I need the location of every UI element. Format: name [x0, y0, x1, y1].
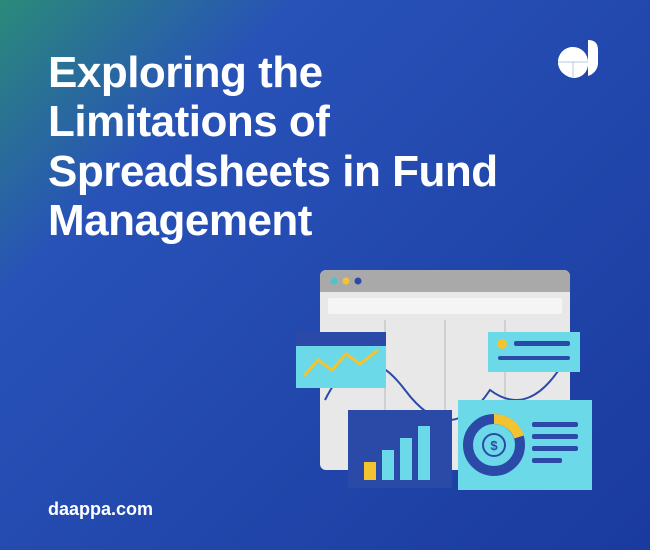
- footer-url: daappa.com: [48, 499, 153, 520]
- list-card-icon: [488, 332, 580, 372]
- page-title: Exploring the Limitations of Spreadsheet…: [48, 48, 528, 245]
- bar-chart-card-icon: [348, 410, 452, 488]
- donut-chart-card-icon: $: [458, 400, 592, 490]
- daappa-d-icon: [558, 38, 602, 88]
- svg-text:$: $: [490, 438, 498, 453]
- line-chart-card-icon: [296, 332, 386, 388]
- dashboard-illustration: $: [290, 260, 600, 500]
- brand-logo: [558, 38, 602, 88]
